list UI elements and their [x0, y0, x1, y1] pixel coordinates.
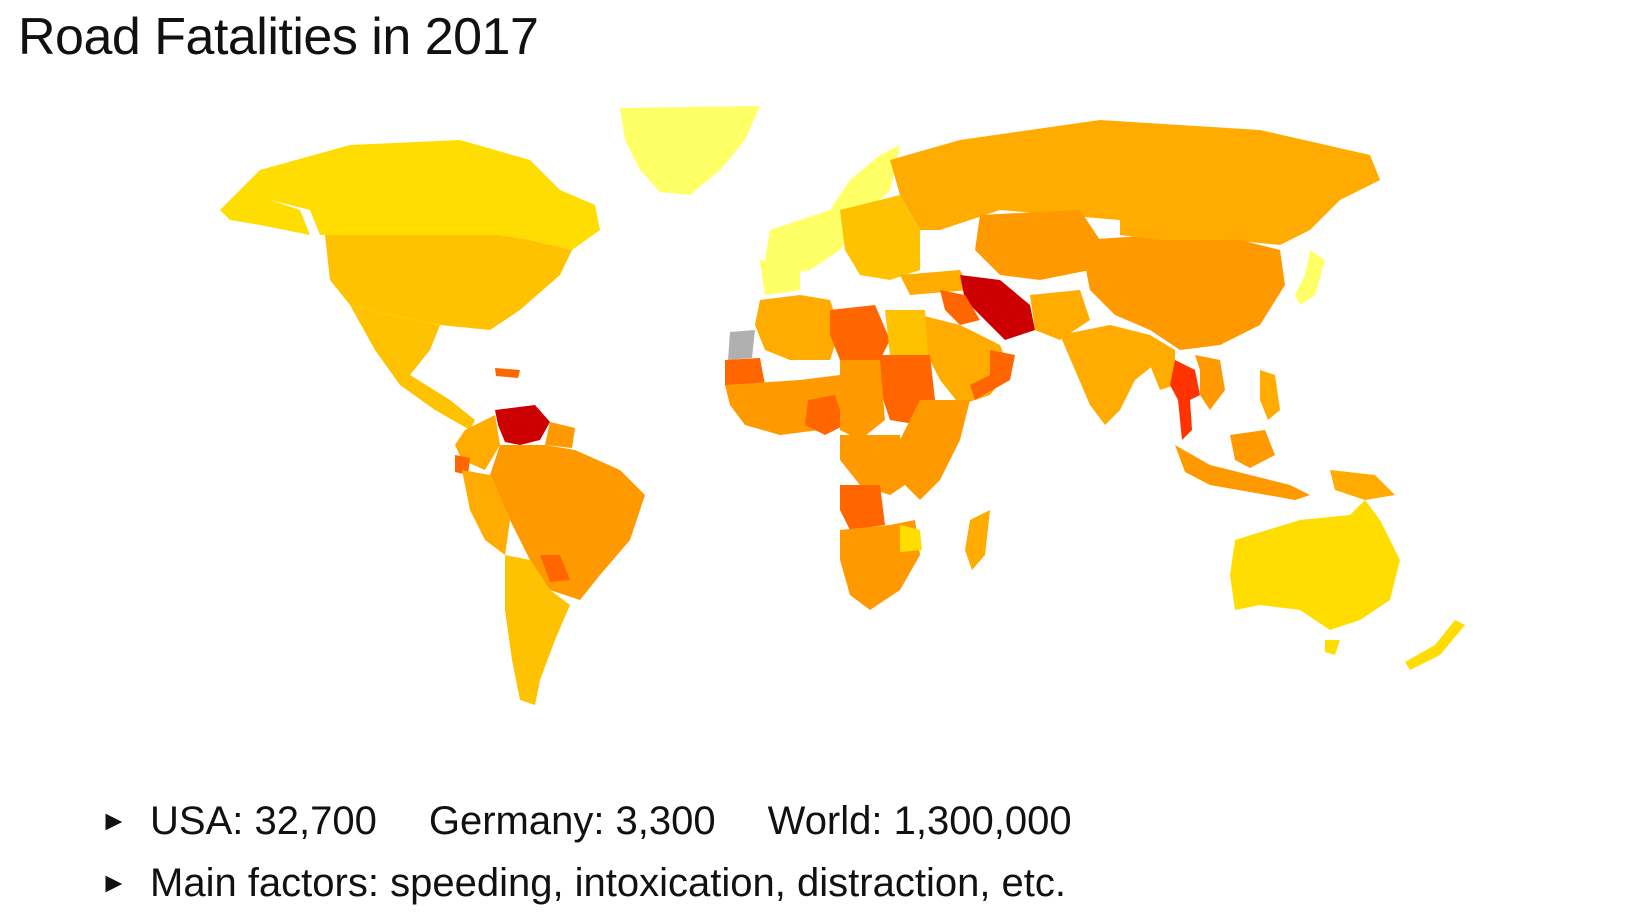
region-western-sahara — [728, 330, 755, 360]
region-borneo — [1230, 430, 1275, 468]
region-iran — [960, 275, 1035, 340]
region-iberia — [760, 260, 800, 295]
region-australia — [1230, 500, 1400, 630]
bullet-list: ► USA: 32,700 Germany: 3,300 World: 1,30… — [100, 790, 1124, 914]
region-argentina — [505, 555, 570, 705]
region-thailand — [1170, 360, 1200, 440]
region-new-guinea — [1330, 470, 1395, 500]
region-colombia — [455, 415, 500, 470]
region-caribbean — [495, 368, 520, 378]
bullet-arrow-icon: ► — [100, 805, 128, 836]
region-nigeria — [805, 395, 845, 435]
world-map-svg — [220, 106, 1465, 705]
region-venezuela — [495, 405, 550, 445]
stat-usa: USA: 32,700 — [150, 798, 377, 843]
region-afghanistan — [1030, 290, 1090, 340]
factors-bullet: ► Main factors: speeding, intoxication, … — [100, 852, 1124, 914]
region-greenland — [620, 106, 760, 195]
region-morocco-algeria — [755, 295, 840, 360]
region-eastern-europe — [840, 195, 920, 280]
region-yemen-oman — [970, 350, 1015, 400]
region-tasmania — [1325, 640, 1340, 655]
region-iraq — [940, 290, 980, 325]
region-usa — [325, 235, 572, 330]
region-east-africa — [900, 400, 970, 500]
region-ecuador — [455, 455, 470, 475]
region-canada — [260, 140, 600, 250]
region-philippines — [1260, 370, 1280, 420]
region-guianas — [545, 422, 575, 448]
region-russia — [890, 120, 1380, 245]
region-madagascar — [965, 510, 990, 570]
region-china — [1080, 235, 1285, 350]
region-mauritania — [725, 358, 765, 385]
region-mexico — [350, 305, 475, 430]
stat-germany: Germany: 3,300 — [428, 798, 716, 843]
slide-title: Road Fatalities in 2017 — [18, 8, 539, 66]
region-myanmar — [1150, 335, 1175, 390]
region-chad-car — [840, 360, 885, 440]
region-peru — [462, 470, 510, 555]
region-mongolia — [1120, 218, 1230, 240]
region-paraguay — [540, 555, 570, 582]
region-new-zealand — [1405, 620, 1465, 670]
region-japan — [1295, 250, 1325, 305]
region-india — [1060, 325, 1160, 425]
stat-world: World: 1,300,000 — [767, 798, 1072, 843]
region-alaska — [220, 170, 310, 235]
region-turkey — [900, 270, 970, 295]
region-western-europe — [765, 145, 900, 275]
region-libya — [830, 305, 890, 360]
region-indonesia — [1175, 445, 1310, 500]
region-zimbabwe — [900, 525, 922, 552]
region-egypt — [885, 310, 928, 355]
bullet-arrow-icon: ► — [100, 867, 128, 898]
region-angola — [840, 485, 885, 530]
stats-bullet: ► USA: 32,700 Germany: 3,300 World: 1,30… — [100, 790, 1124, 852]
region-brazil — [490, 445, 645, 600]
region-central-asia — [975, 210, 1100, 280]
world-map — [200, 100, 1530, 720]
factors-text: Main factors: speeding, intoxication, di… — [150, 860, 1067, 905]
region-vietnam — [1195, 355, 1225, 410]
region-central-africa — [840, 435, 905, 495]
